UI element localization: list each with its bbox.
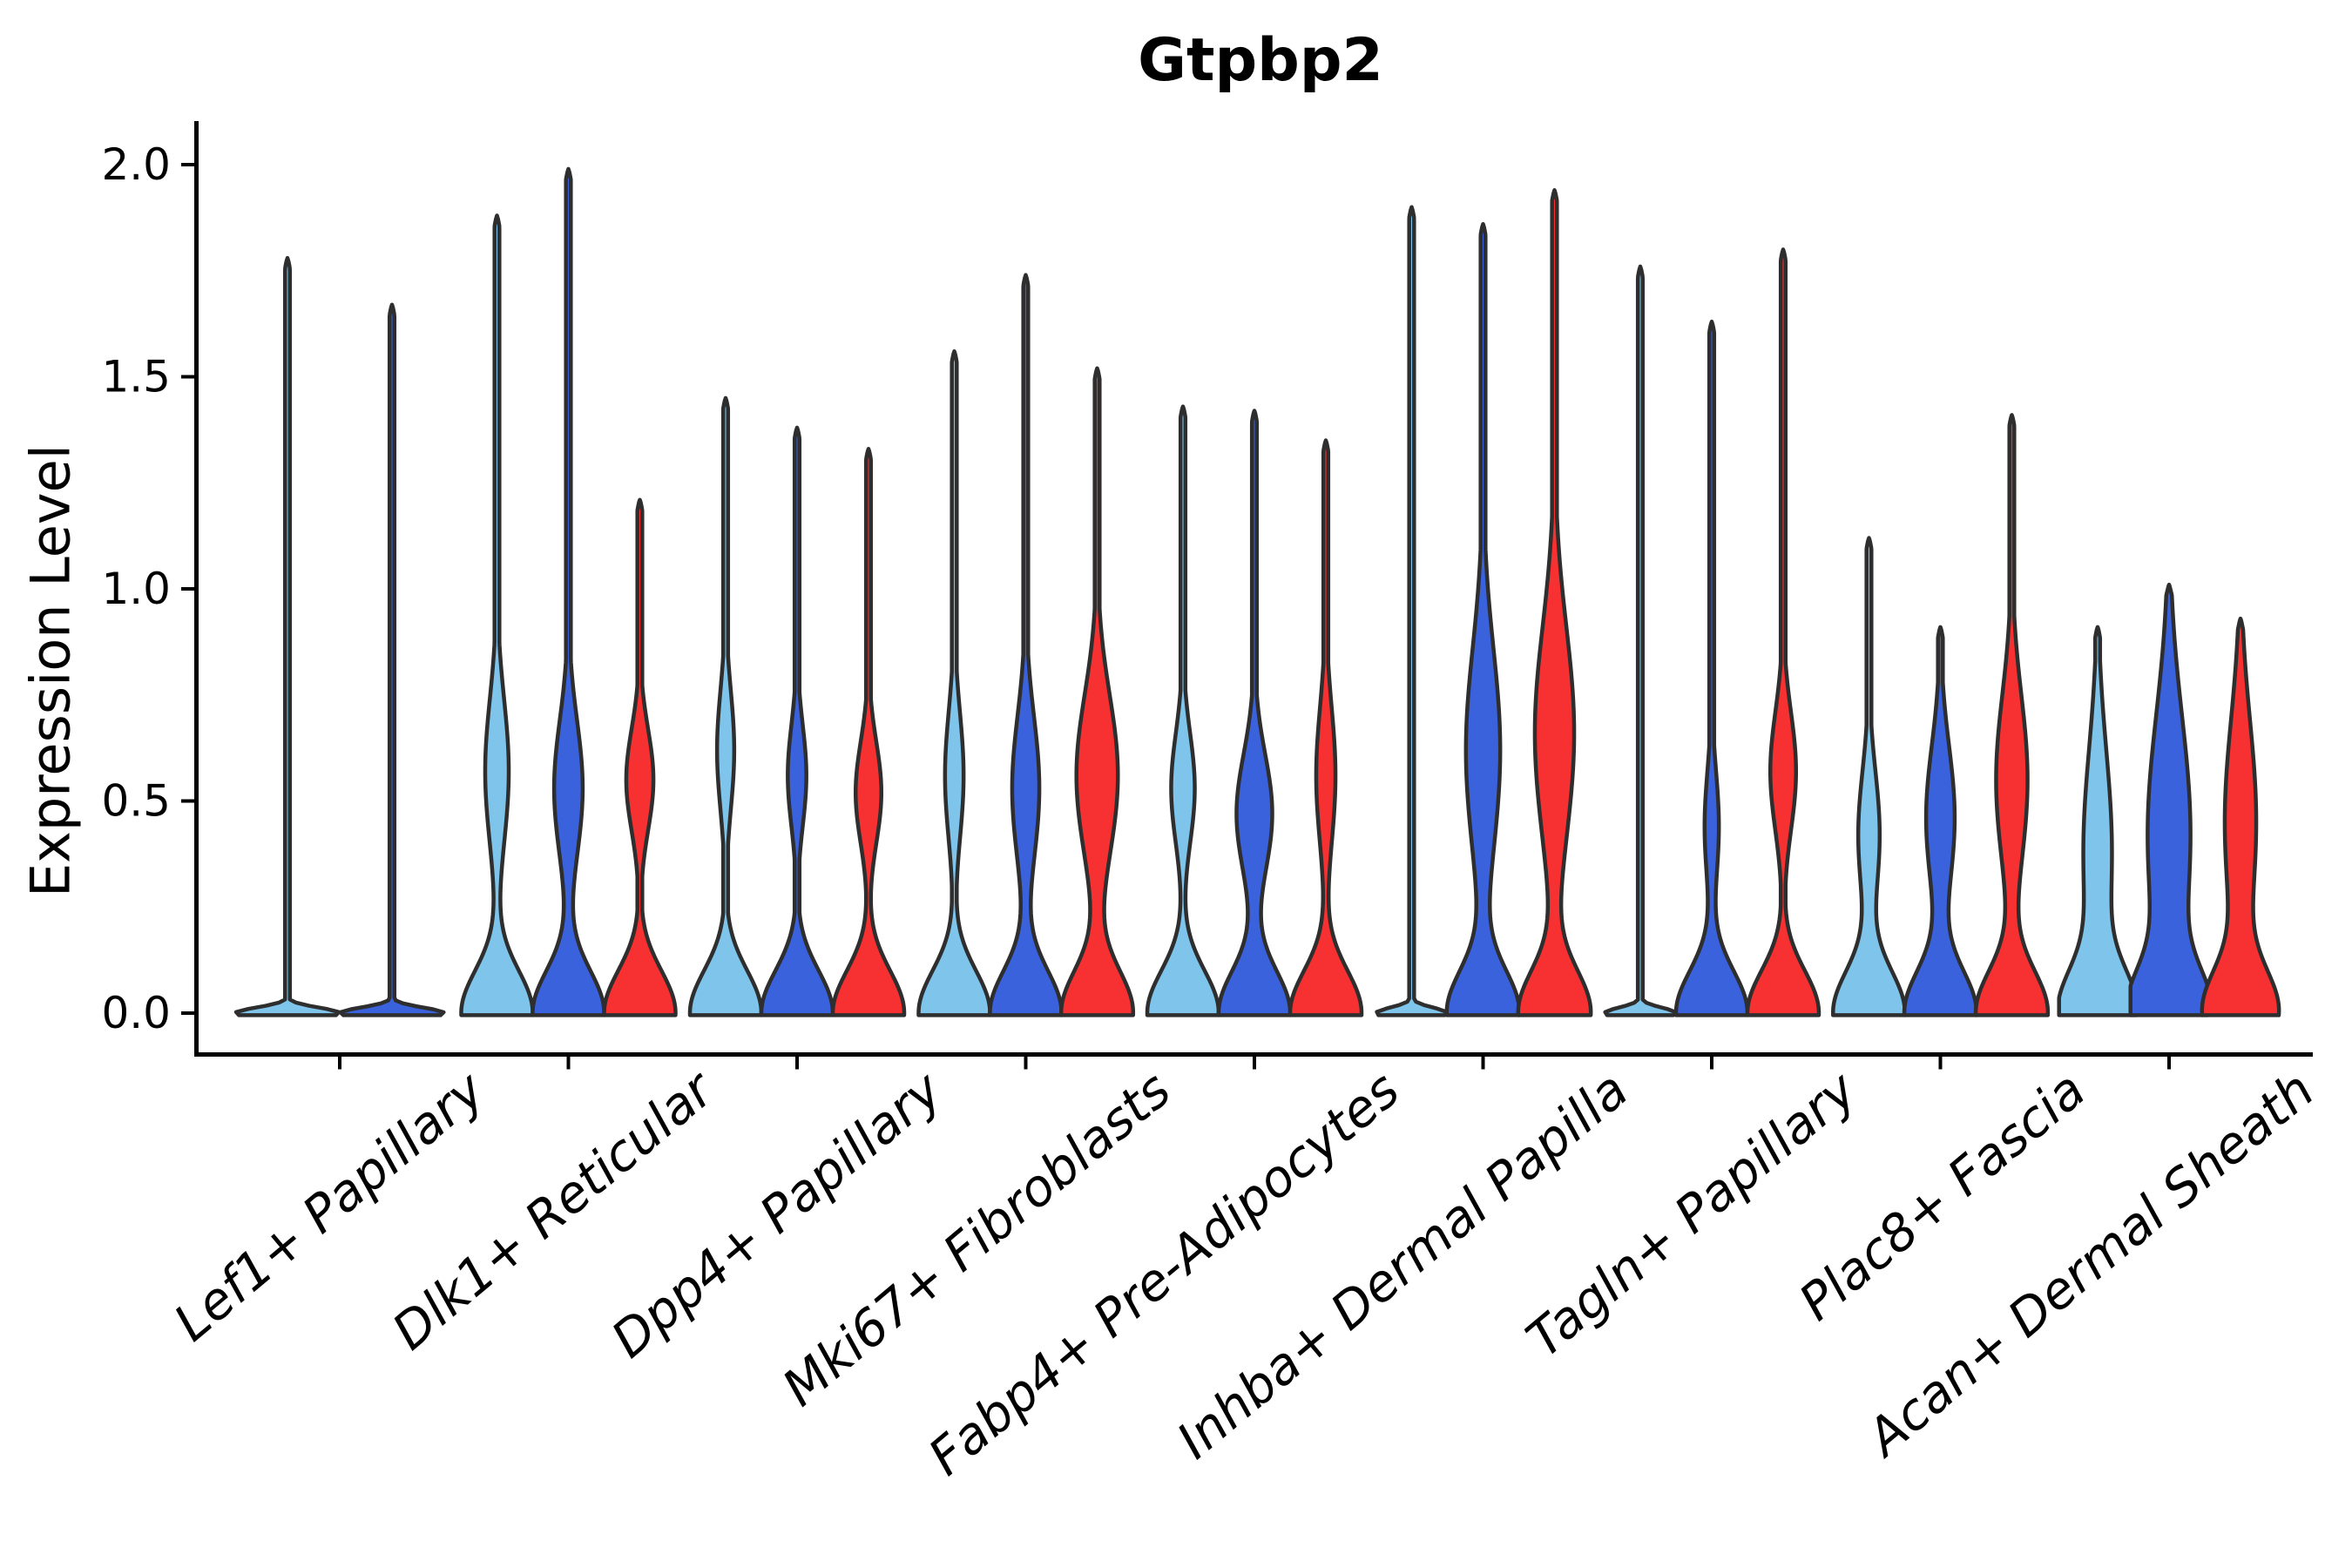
violin	[1288, 438, 1364, 1017]
violin	[1216, 409, 1293, 1017]
x-tick-label: Fabp4+ Pre-Adipocytes	[917, 1060, 1410, 1487]
violin	[1145, 404, 1221, 1017]
x-tick-label: Acan+ Dermal Sheath	[1853, 1060, 2325, 1470]
y-tick-label: 0.0	[101, 988, 171, 1038]
violin	[1444, 221, 1522, 1017]
violin	[1831, 536, 1907, 1017]
violin	[602, 497, 678, 1017]
violin	[233, 255, 341, 1017]
x-tick-label: Mki67+ Fibroblasts	[771, 1060, 1181, 1418]
violin	[2128, 582, 2210, 1017]
y-tick-label: 2.0	[101, 139, 171, 190]
violin	[916, 349, 992, 1017]
violin	[1058, 366, 1136, 1017]
y-tick-label: 0.5	[101, 776, 171, 827]
violin	[1375, 205, 1449, 1017]
violin	[338, 302, 446, 1017]
chart-title: Gtpbp2	[1138, 26, 1383, 95]
violin	[531, 166, 606, 1017]
y-tick-label: 1.5	[101, 352, 171, 402]
violin	[1902, 625, 1979, 1017]
violin	[1516, 187, 1593, 1017]
violin	[459, 213, 535, 1017]
violin	[830, 447, 907, 1017]
violin	[1973, 413, 2051, 1017]
violin	[759, 425, 835, 1017]
y-tick-label: 1.0	[101, 564, 171, 614]
violin	[988, 273, 1064, 1017]
violin	[2200, 616, 2281, 1017]
violin	[2057, 625, 2139, 1017]
violin	[1603, 264, 1678, 1017]
violin	[687, 395, 764, 1017]
violin	[1673, 319, 1750, 1017]
violin	[1745, 247, 1821, 1017]
x-tick-label: Inhba+ Dermal Papilla	[1166, 1060, 1639, 1470]
